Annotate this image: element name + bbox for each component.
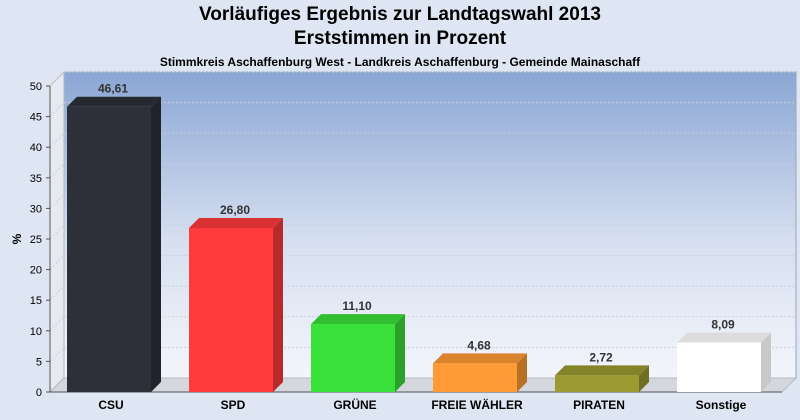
data-label: 11,10 bbox=[342, 299, 372, 313]
y-tick-label: 5 bbox=[36, 356, 42, 368]
data-label: 46,61 bbox=[98, 82, 128, 96]
data-label: 4,68 bbox=[467, 338, 491, 352]
bar-front bbox=[555, 375, 639, 392]
chart-caption: Stimmkreis Aschaffenburg West - Landkrei… bbox=[159, 55, 641, 69]
y-tick-label: 40 bbox=[30, 142, 42, 154]
x-tick-label: PIRATEN bbox=[573, 398, 625, 412]
bar bbox=[311, 314, 405, 392]
x-tick-label: CSU bbox=[98, 398, 123, 412]
bar bbox=[67, 96, 161, 393]
y-tick-label: 30 bbox=[30, 203, 42, 215]
y-tick-label: 10 bbox=[30, 326, 42, 338]
bar-top bbox=[677, 332, 771, 343]
bar-side bbox=[395, 314, 405, 392]
chart-title: Vorläufiges Ergebnis zur Landtagswahl 20… bbox=[199, 4, 601, 25]
y-tick-label: 50 bbox=[30, 81, 42, 93]
data-label: 26,80 bbox=[220, 203, 250, 217]
bar-top bbox=[311, 314, 405, 325]
bar-top bbox=[433, 353, 527, 364]
bar-side bbox=[761, 332, 771, 392]
x-tick-label: SPD bbox=[221, 398, 246, 412]
bar-side bbox=[151, 96, 161, 393]
y-tick-label: 35 bbox=[30, 173, 42, 185]
y-axis-label: % bbox=[10, 233, 24, 244]
x-tick-label: FREIE WÄHLER bbox=[431, 397, 523, 412]
bar-top bbox=[555, 365, 649, 376]
bar-top bbox=[189, 217, 283, 228]
bar bbox=[555, 365, 649, 392]
bar-front bbox=[677, 342, 761, 392]
bar-front bbox=[189, 227, 273, 392]
bar bbox=[433, 353, 527, 392]
bar bbox=[677, 332, 771, 392]
bar-front bbox=[433, 363, 517, 392]
bar bbox=[189, 217, 283, 392]
chart-subtitle: Erststimmen in Prozent bbox=[293, 28, 507, 49]
y-tick-label: 25 bbox=[30, 234, 42, 246]
data-label: 8,09 bbox=[711, 317, 735, 331]
data-label: 2,72 bbox=[589, 350, 613, 364]
bar-front bbox=[67, 106, 151, 393]
bar-side bbox=[639, 365, 649, 392]
bar-top bbox=[67, 96, 161, 107]
bar-side bbox=[273, 217, 283, 392]
y-tick-label: 15 bbox=[30, 295, 42, 307]
bar-side bbox=[517, 353, 527, 392]
y-tick-label: 0 bbox=[36, 387, 42, 399]
x-tick-label: Sonstige bbox=[696, 398, 747, 412]
bar-front bbox=[311, 324, 395, 392]
y-tick-label: 45 bbox=[30, 112, 42, 124]
y-tick-label: 20 bbox=[30, 265, 42, 277]
x-tick-label: GRÜNE bbox=[333, 397, 376, 412]
